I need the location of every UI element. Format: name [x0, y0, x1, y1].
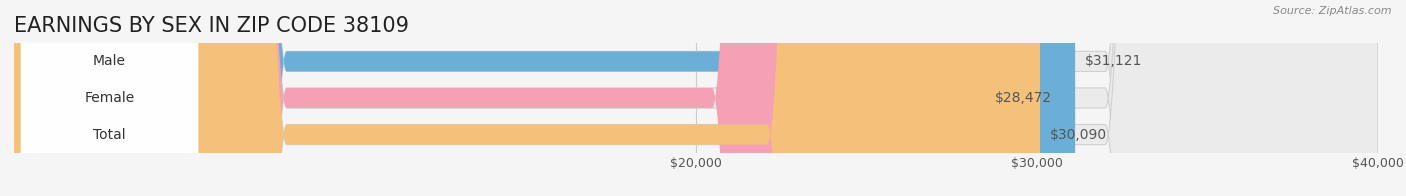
- Text: Female: Female: [84, 91, 135, 105]
- FancyBboxPatch shape: [14, 0, 1378, 196]
- Text: Male: Male: [93, 54, 127, 68]
- FancyBboxPatch shape: [14, 0, 1076, 196]
- FancyBboxPatch shape: [14, 0, 1378, 196]
- FancyBboxPatch shape: [14, 0, 984, 196]
- Text: $28,472: $28,472: [995, 91, 1052, 105]
- FancyBboxPatch shape: [14, 0, 1378, 196]
- FancyBboxPatch shape: [21, 0, 198, 196]
- Text: $30,090: $30,090: [1050, 128, 1108, 142]
- Text: $31,121: $31,121: [1085, 54, 1143, 68]
- Text: EARNINGS BY SEX IN ZIP CODE 38109: EARNINGS BY SEX IN ZIP CODE 38109: [14, 16, 409, 36]
- FancyBboxPatch shape: [14, 0, 1040, 196]
- Text: Total: Total: [93, 128, 127, 142]
- Text: Source: ZipAtlas.com: Source: ZipAtlas.com: [1274, 6, 1392, 16]
- FancyBboxPatch shape: [21, 0, 198, 196]
- FancyBboxPatch shape: [21, 0, 198, 196]
